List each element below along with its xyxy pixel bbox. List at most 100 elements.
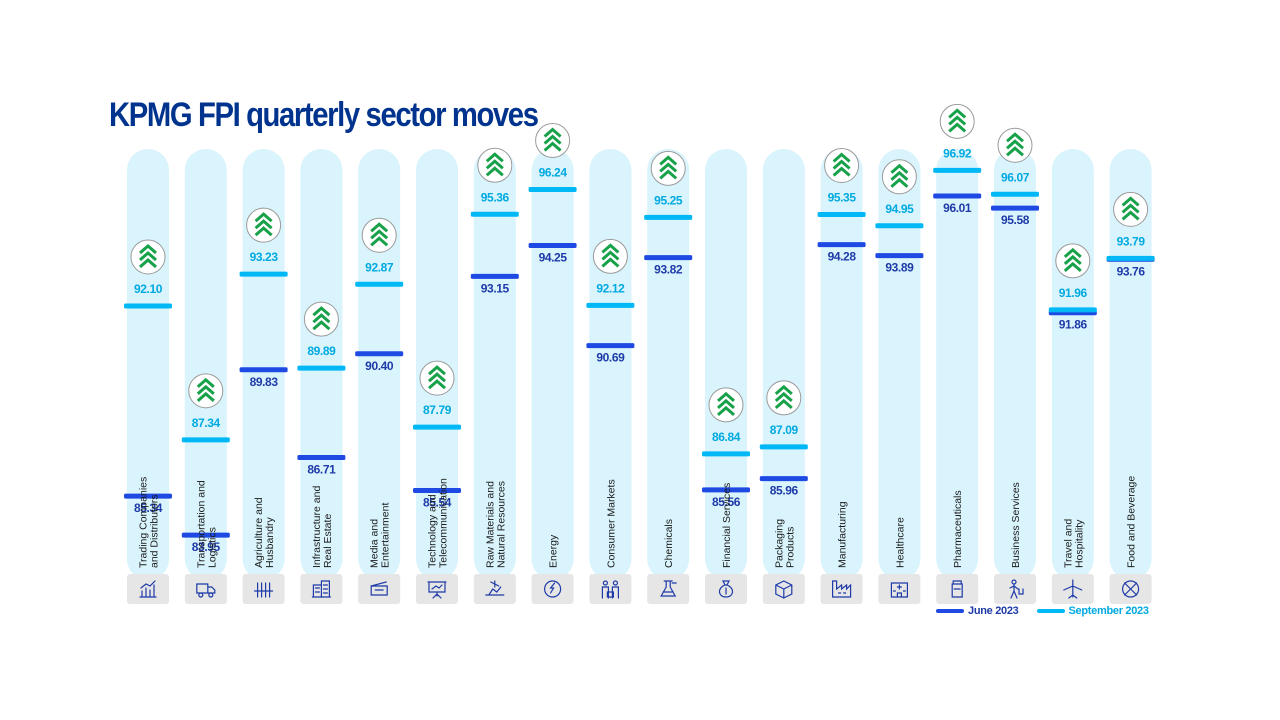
legend-label-september: September 2023 (1068, 605, 1149, 617)
june-value-label: 94.28 (828, 250, 857, 264)
sector-column: 94.25 96.24 Energy (528, 123, 577, 604)
sector-column: 91.86 91.96 Travel and Hospitality (1048, 149, 1097, 604)
factory-icon (832, 580, 852, 598)
chevron-up-icon (254, 219, 273, 230)
june-value-label: 93.89 (885, 261, 914, 275)
june-value-label: 91.86 (1059, 318, 1088, 332)
up-arrow-icon (824, 148, 860, 184)
category-label: Packaging (773, 519, 785, 568)
column-background (531, 149, 574, 580)
icon-stroke (951, 580, 963, 598)
up-arrow-icon (708, 387, 744, 423)
chevron-up-icon (543, 141, 562, 152)
chevron-up-icon (312, 313, 331, 324)
june-value-label: 93.15 (481, 281, 510, 295)
icon-stroke (890, 582, 908, 598)
september-marker (124, 303, 172, 309)
category-label: and Distributors (149, 494, 161, 568)
september-marker (875, 223, 924, 229)
chevron-up-icon (890, 177, 909, 188)
package-box-icon (775, 580, 793, 599)
chevron-up-icon (428, 372, 446, 383)
category-label: Products (784, 527, 796, 568)
sector-icon-box (416, 574, 458, 604)
mining-icon (485, 580, 505, 596)
legend-item-june: June 2023 (936, 605, 1019, 617)
chevron-up-icon (601, 250, 620, 261)
icon-stroke (832, 580, 852, 598)
icon-stroke (775, 580, 793, 599)
up-arrow-icon (303, 301, 339, 337)
chevron-up-icon (139, 257, 157, 269)
chevron-up-icon (196, 391, 215, 402)
buildings-icon (311, 580, 331, 598)
chevron-up-icon (485, 152, 504, 163)
chevron-up-icon (1006, 132, 1024, 143)
category-label: Hospitality (1073, 519, 1085, 568)
chevron-up-icon (139, 243, 157, 255)
column-background (820, 149, 863, 580)
september-value-label: 95.35 (828, 191, 857, 205)
up-arrow-icon (361, 217, 397, 253)
june-value-label: 86.71 (307, 463, 336, 477)
up-arrow-icon (881, 159, 917, 195)
column-background (358, 149, 401, 580)
legend-label-june: June 2023 (968, 605, 1019, 617)
up-arrow-icon (1055, 243, 1091, 279)
category-label: Healthcare (894, 517, 906, 568)
presentation-board-icon (427, 581, 447, 599)
category-label: Media and (369, 519, 381, 568)
column-background (242, 149, 285, 580)
energy-gauge-icon (543, 580, 562, 598)
chevron-up-icon (428, 365, 446, 376)
june-marker (702, 487, 750, 493)
september-marker (528, 187, 577, 192)
chevron-up-icon (774, 384, 793, 395)
chevron-up-icon (659, 169, 678, 180)
september-marker (586, 302, 635, 308)
chevron-up-icon (543, 127, 562, 138)
september-value-label: 92.10 (134, 282, 163, 296)
june-marker (239, 367, 288, 373)
chevron-up-icon (1121, 210, 1140, 221)
column-background (647, 149, 690, 580)
column-background (473, 149, 516, 580)
chevron-up-icon (1063, 254, 1082, 266)
up-arrow-icon (766, 380, 802, 416)
column-background (300, 149, 343, 580)
september-marker (181, 437, 230, 443)
chevron-up-icon (1121, 196, 1140, 207)
june-marker (817, 242, 866, 248)
sector-column: 86.71 89.89 Infrastructure and Real Estate (297, 149, 346, 604)
category-label: Chemicals (663, 519, 675, 568)
september-value-label: 96.24 (539, 166, 568, 180)
sector-column: 85.96 87.09 Packaging Products (759, 149, 808, 604)
june-value-label: 94.25 (539, 250, 568, 264)
june-marker (297, 455, 346, 461)
category-label: Energy (548, 534, 560, 568)
june-value-label: 83.95 (192, 540, 221, 554)
column-background (184, 149, 227, 580)
sector-icon-box (589, 574, 632, 604)
no-food-icon (1121, 580, 1140, 598)
truck-icon (196, 583, 216, 598)
june-value-label: 95.58 (1001, 213, 1030, 227)
up-arrow-icon (477, 147, 513, 183)
september-marker (1106, 255, 1155, 261)
up-arrow-icon (997, 127, 1033, 163)
chevron-up-icon (659, 162, 678, 173)
june-value-label: 85.54 (423, 495, 452, 509)
chart-title: KPMG FPI quarterly sector moves (109, 96, 539, 134)
up-arrow-icon (246, 207, 282, 243)
legend-swatch-september (1036, 609, 1065, 613)
icon-stroke (196, 583, 216, 594)
chevron-up-icon (1006, 139, 1024, 150)
chevron-up-icon (543, 134, 562, 145)
chevron-up-icon (1121, 203, 1140, 214)
june-marker (355, 351, 404, 357)
chevron-up-icon (139, 250, 157, 262)
icon-stroke (1011, 579, 1017, 585)
up-arrow-icon (188, 373, 224, 409)
june-marker (875, 253, 924, 259)
icon-stroke (1124, 582, 1138, 596)
